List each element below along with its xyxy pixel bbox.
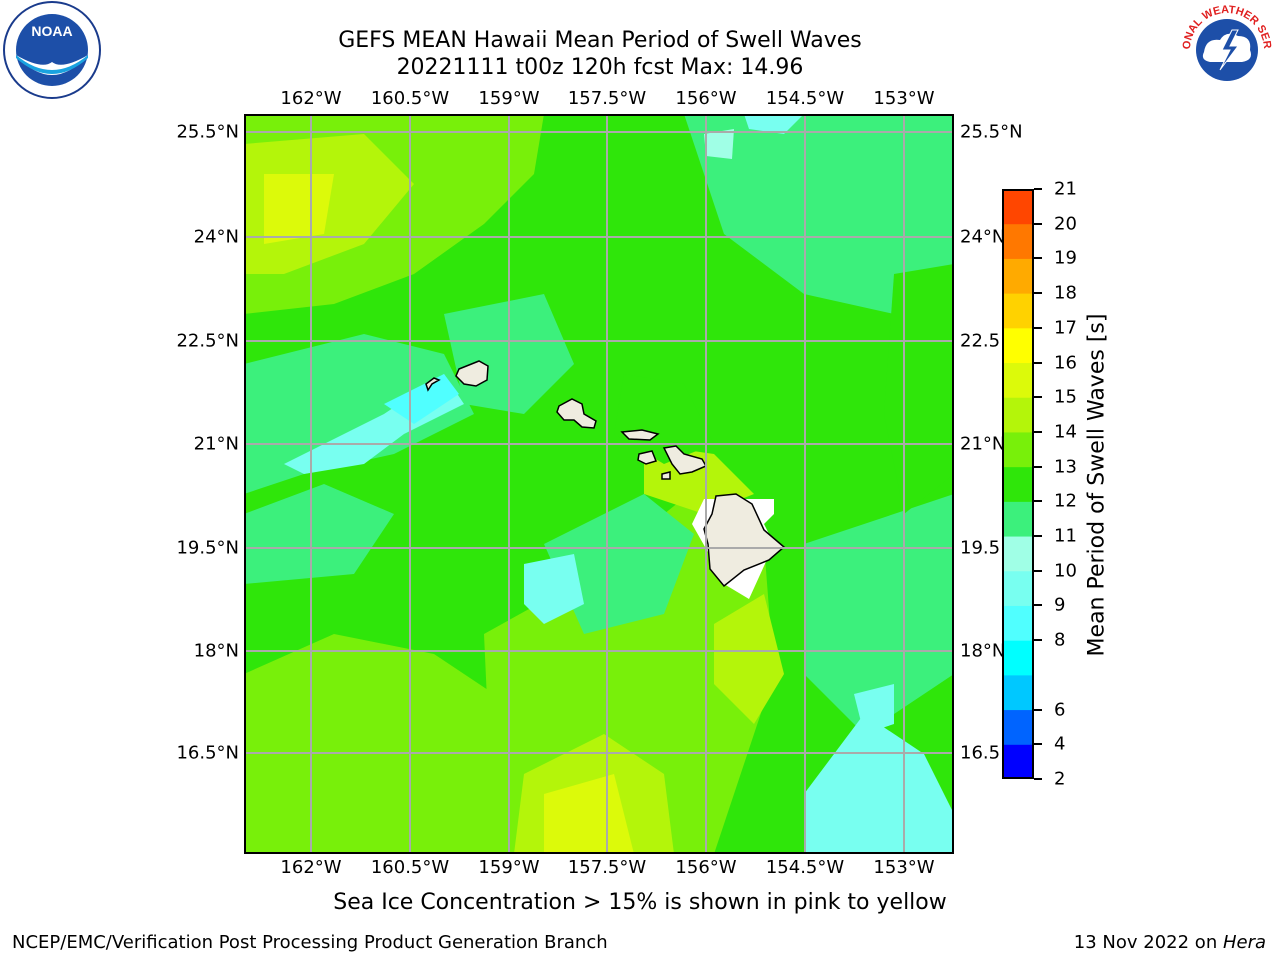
colorbar-tick-mark [1034, 326, 1042, 329]
colorbar-tick-label: 17 [1054, 317, 1077, 339]
colorbar-tick-mark [1034, 778, 1042, 780]
colorbar-segment [1002, 501, 1034, 537]
lat-label-left: 25.5°N [176, 121, 239, 143]
colorbar-tick-mark [1034, 430, 1042, 433]
lat-label-right: 24°N [960, 226, 1006, 248]
colorbar-tick-mark [1034, 361, 1042, 364]
colorbar-segment [1002, 674, 1034, 711]
colorbar-tick-mark [1034, 639, 1042, 642]
svg-text:NOAA: NOAA [31, 23, 72, 39]
colorbar-tick-mark [1034, 569, 1042, 572]
lat-label-right: 21°N [960, 433, 1006, 455]
lat-label-right: 22.5 [960, 330, 1001, 352]
colorbar-tick-label: 18 [1054, 282, 1077, 304]
colorbar-segment [1002, 570, 1034, 606]
colorbar-tick-mark [1034, 257, 1042, 260]
lat-label-right: 18°N [960, 640, 1006, 662]
nws-logo: NATIONAL WEATHER SERVICE [1176, 0, 1273, 96]
colorbar-segment [1002, 536, 1034, 572]
lon-label-top: 160.5°W [370, 88, 450, 109]
contour-fill [244, 114, 954, 854]
colorbar-tick-mark [1034, 708, 1042, 711]
lon-label-top: 154.5°W [765, 88, 845, 109]
lat-label-left: 22.5°N [176, 330, 239, 352]
lat-label-left: 21°N [193, 433, 239, 455]
colorbar-segment [1002, 431, 1034, 468]
lon-label-top: 157.5°W [567, 88, 647, 109]
colorbar-tick-label: 11 [1054, 525, 1077, 547]
colorbar-tick-label: 21 [1054, 178, 1077, 200]
lat-label-left: 16.5°N [176, 742, 239, 764]
colorbar-segment [1002, 744, 1034, 779]
lon-label-top: 162°W [280, 88, 342, 109]
colorbar-tick-label: 19 [1054, 247, 1077, 269]
lon-label-bottom: 157.5°W [567, 857, 647, 878]
colorbar-tick-mark [1034, 222, 1042, 225]
graticule [244, 114, 954, 854]
colorbar-tick-label: 2 [1054, 768, 1066, 790]
colorbar-tick-mark [1034, 396, 1042, 399]
lat-label-left: 19.5°N [176, 537, 239, 559]
lon-label-top: 156°W [675, 88, 737, 109]
chart-title: GEFS MEAN Hawaii Mean Period of Swell Wa… [338, 28, 862, 53]
lon-label-bottom: 159°W [478, 857, 540, 878]
lon-label-bottom: 154.5°W [765, 857, 845, 878]
islands [425, 360, 786, 588]
colorbar-tick-mark [1034, 500, 1042, 503]
colorbar-tick-label: 13 [1054, 456, 1077, 478]
colorbar-tick-mark [1034, 465, 1042, 468]
colorbar-tick-label: 15 [1054, 386, 1077, 408]
footer-host: Hera [1222, 932, 1266, 953]
colorbar-segment [1002, 605, 1034, 641]
colorbar-tick-mark [1034, 743, 1042, 746]
colorbar-segment [1002, 293, 1034, 329]
colorbar-tick-label: 6 [1054, 699, 1066, 721]
colorbar-tick-label: 10 [1054, 560, 1077, 582]
footer-date: 13 Nov 2022 on Hera [1073, 932, 1266, 953]
colorbar-tick-label: 12 [1054, 490, 1077, 512]
colorbar-tick-label: 14 [1054, 421, 1077, 443]
colorbar-tick-label: 8 [1054, 629, 1066, 651]
lat-label-right: 16.5 [960, 742, 1001, 764]
lon-label-top: 159°W [478, 88, 540, 109]
colorbar-segment [1002, 258, 1034, 294]
colorbar-segment [1002, 362, 1034, 398]
colorbar-tick-mark [1034, 188, 1042, 190]
colorbar-tick-label: 9 [1054, 594, 1066, 616]
colorbar-segment [1002, 709, 1034, 745]
colorbar-tick-label: 16 [1054, 352, 1077, 374]
colorbar-tick-mark [1034, 292, 1042, 295]
lon-label-bottom: 162°W [280, 857, 342, 878]
swell-period-map [244, 114, 954, 854]
lon-label-bottom: 156°W [675, 857, 737, 878]
colorbar-segment [1002, 466, 1034, 502]
lat-label-right: 19.5 [960, 537, 1001, 559]
colorbar-segment [1002, 640, 1034, 676]
colorbar-segment [1002, 397, 1034, 433]
lon-label-top: 153°W [873, 88, 935, 109]
colorbar-title: Mean Period of Swell Waves [s] [1084, 313, 1110, 657]
chart-subtitle: 20221111 t00z 120h fcst Max: 14.96 [396, 55, 804, 80]
colorbar-tick-mark [1034, 604, 1042, 607]
colorbar-tick-label: 20 [1054, 213, 1077, 235]
lat-label-left: 18°N [193, 640, 239, 662]
colorbar [1002, 189, 1034, 779]
lat-label-left: 24°N [193, 226, 239, 248]
sea-ice-note: Sea Ice Concentration > 15% is shown in … [333, 890, 947, 915]
footer-credit: NCEP/EMC/Verification Post Processing Pr… [12, 932, 608, 953]
colorbar-tick-label: 4 [1054, 733, 1066, 755]
colorbar-segment [1002, 223, 1034, 259]
noaa-logo: NOAA [3, 1, 101, 99]
colorbar-segment [1002, 327, 1034, 364]
lon-label-bottom: 153°W [873, 857, 935, 878]
lon-label-bottom: 160.5°W [370, 857, 450, 878]
colorbar-tick-mark [1034, 535, 1042, 538]
colorbar-segment [1002, 189, 1034, 225]
lat-label-right: 25.5°N [960, 121, 1023, 143]
